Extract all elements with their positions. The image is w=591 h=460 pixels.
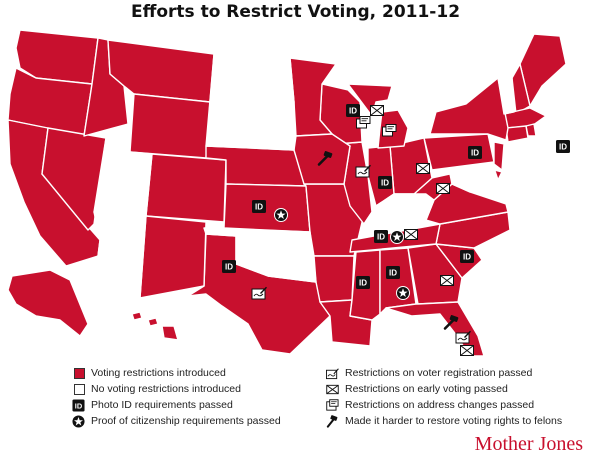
us-map: ID ID ID ID ID ID ID ID ID	[7, 29, 570, 357]
envelope-x-icon	[416, 163, 430, 174]
brand-logo: Mother Jones	[474, 433, 583, 455]
state-wy	[129, 93, 211, 159]
envelope-x-icon	[440, 275, 454, 286]
svg-text:ID: ID	[225, 263, 233, 272]
pen-writing-icon	[455, 330, 471, 344]
gavel-icon	[443, 315, 459, 330]
state-ny	[429, 77, 509, 141]
state-nd	[209, 53, 295, 103]
legend-early-voting: Restrictions on early voting passed	[326, 382, 508, 396]
star-circle-icon	[390, 230, 404, 244]
legend-citizenship: Proof of citizenship requirements passed	[72, 414, 281, 428]
id-card-icon: ID	[556, 140, 570, 153]
gavel-icon	[326, 414, 338, 428]
state-nh	[511, 63, 531, 115]
legend-address-label: Restrictions on address changes passed	[345, 399, 535, 412]
state-hi	[131, 311, 179, 341]
state-ks	[223, 183, 311, 233]
id-card-icon: ID	[468, 146, 482, 159]
state-md	[451, 167, 499, 193]
state-vt	[497, 77, 515, 115]
id-card-icon: ID	[460, 250, 474, 263]
legend-none-label: No voting restrictions introduced	[91, 383, 241, 396]
svg-text:ID: ID	[349, 107, 357, 116]
legend-address: Restrictions on address changes passed	[326, 398, 534, 412]
state-nm	[139, 215, 207, 299]
legend-photo-id-label: Photo ID requirements passed	[91, 399, 233, 412]
envelope-x-icon	[460, 345, 474, 356]
id-card-icon: ID	[356, 276, 370, 289]
state-nj	[493, 141, 505, 171]
svg-text:ID: ID	[75, 401, 83, 410]
state-pa	[423, 133, 495, 171]
id-card-icon: ID	[72, 399, 85, 412]
star-circle-icon	[274, 208, 288, 222]
state-ok	[203, 227, 317, 283]
state-ar	[313, 255, 355, 303]
gavel-icon	[317, 151, 333, 166]
state-az	[71, 211, 147, 299]
id-card-icon: ID	[346, 104, 360, 117]
no-restriction-swatch	[74, 383, 85, 395]
legend-registration: Restrictions on voter registration passe…	[326, 366, 532, 380]
svg-text:ID: ID	[559, 143, 567, 152]
id-card-icon: ID	[374, 230, 388, 243]
legend-citizenship-label: Proof of citizenship requirements passed	[91, 415, 281, 428]
state-co	[145, 153, 227, 223]
envelope-x-icon	[370, 105, 384, 116]
legend: Voting restrictions introduced No voting…	[0, 362, 591, 460]
address-card-icon	[356, 116, 371, 129]
svg-text:ID: ID	[359, 279, 367, 288]
legend-felons: Made it harder to restore voting rights …	[326, 414, 562, 428]
envelope-x-icon	[436, 183, 450, 194]
legend-none: No voting restrictions introduced	[74, 382, 241, 396]
legend-restricted-label: Voting restrictions introduced	[91, 367, 226, 380]
state-ia	[293, 133, 351, 185]
envelope-x-icon	[326, 384, 339, 394]
legend-registration-label: Restrictions on voter registration passe…	[345, 367, 533, 380]
state-ct	[505, 125, 529, 143]
legend-felons-label: Made it harder to restore voting rights …	[345, 415, 563, 428]
svg-text:ID: ID	[463, 253, 471, 262]
svg-text:ID: ID	[389, 269, 397, 278]
star-circle-icon	[396, 286, 410, 300]
state-sd	[205, 99, 295, 151]
state-ky	[363, 193, 435, 229]
id-card-icon: ID	[222, 260, 236, 273]
star-circle-icon	[72, 415, 85, 428]
address-card-icon	[326, 398, 339, 411]
page-title: Efforts to Restrict Voting, 2011-12	[130, 2, 461, 22]
pen-writing-icon	[326, 368, 339, 379]
svg-text:ID: ID	[255, 203, 263, 212]
restricted-swatch	[74, 367, 85, 379]
pen-writing-icon	[251, 286, 267, 300]
pen-writing-icon	[355, 164, 371, 178]
id-card-icon: ID	[252, 200, 266, 213]
envelope-x-icon	[404, 229, 418, 240]
state-fl	[385, 301, 485, 357]
state-ak	[7, 269, 89, 337]
address-card-icon	[382, 124, 397, 137]
legend-restricted: Voting restrictions introduced	[74, 366, 226, 380]
svg-text:ID: ID	[471, 149, 479, 158]
id-card-icon: ID	[378, 176, 392, 189]
svg-text:ID: ID	[377, 233, 385, 242]
svg-text:ID: ID	[381, 179, 389, 188]
legend-photo-id: ID Photo ID requirements passed	[72, 398, 233, 412]
id-card-icon: ID	[386, 266, 400, 279]
state-nv	[41, 127, 107, 231]
legend-early-voting-label: Restrictions on early voting passed	[345, 383, 508, 396]
